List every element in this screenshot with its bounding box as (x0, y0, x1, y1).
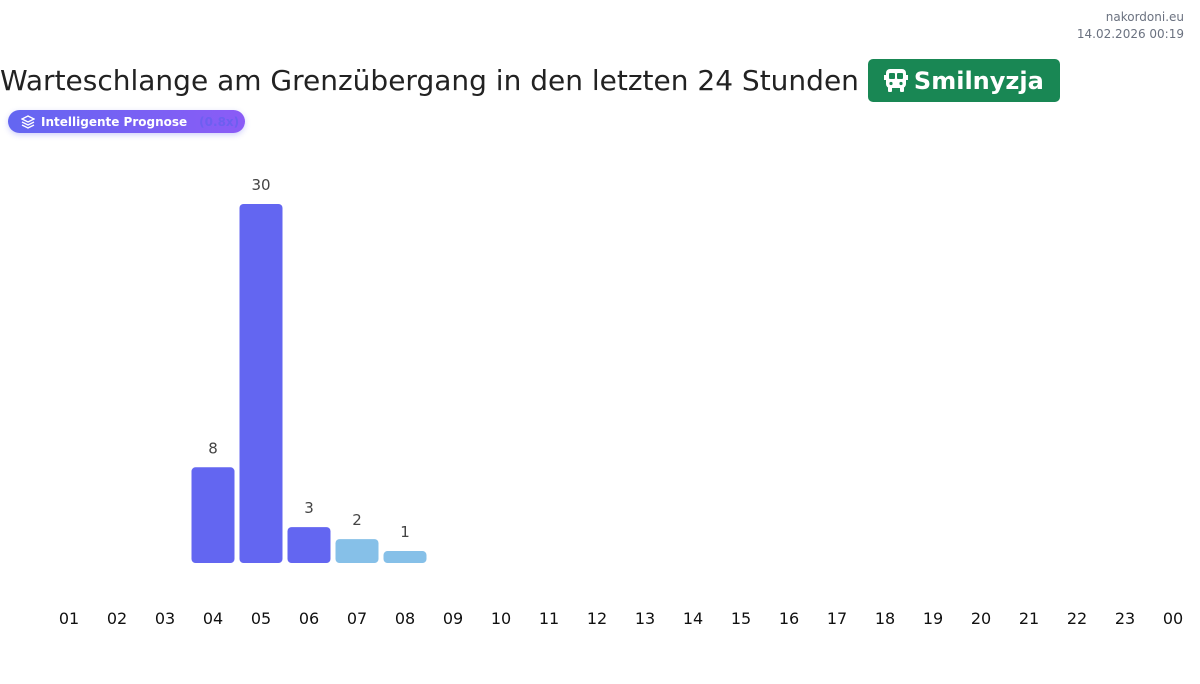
x-tick-label: 21 (1019, 609, 1039, 628)
x-tick-label: 02 (107, 609, 127, 628)
forecast-bar[interactable] (335, 539, 379, 563)
crossing-name: Smilnyzja (913, 66, 1044, 95)
x-tick-label: 00 (1163, 609, 1183, 628)
x-tick-label: 18 (875, 609, 895, 628)
crossing-badge: Smilnyzja (867, 59, 1060, 102)
bar[interactable] (239, 204, 283, 563)
x-tick-label: 17 (827, 609, 847, 628)
value-label: 8 (208, 439, 218, 457)
forecast-label: Intelligente Prognose (41, 114, 188, 129)
x-tick-label: 09 (443, 609, 463, 628)
x-tick-label: 16 (779, 609, 799, 628)
x-tick-label: 23 (1115, 609, 1135, 628)
x-tick-label: 01 (59, 609, 79, 628)
chart-title: Warteschlange am Grenzübergang in den le… (0, 64, 859, 97)
value-label: 2 (352, 511, 362, 529)
x-tick-label: 14 (683, 609, 703, 628)
site-info: nakordoni.eu 14.02.2026 00:19 (1077, 9, 1184, 43)
value-label: 30 (251, 176, 270, 194)
layers-icon (21, 114, 35, 129)
bus-icon (883, 68, 908, 92)
x-tick-label: 03 (155, 609, 175, 628)
x-tick-label: 08 (395, 609, 415, 628)
forecast-badge[interactable]: Intelligente Prognose (0.8x) (8, 110, 245, 133)
x-tick-label: 10 (491, 609, 511, 628)
x-tick-label: 20 (971, 609, 991, 628)
bar[interactable] (191, 467, 235, 563)
x-tick-label: 04 (203, 609, 223, 628)
x-tick-label: 22 (1067, 609, 1087, 628)
value-label: 1 (400, 523, 410, 541)
x-tick-label: 19 (923, 609, 943, 628)
x-tick-label: 05 (251, 609, 271, 628)
timestamp: 14.02.2026 00:19 (1076, 27, 1184, 41)
bar[interactable] (287, 527, 331, 563)
x-tick-label: 12 (587, 609, 607, 628)
site-name: nakordoni.eu (1105, 10, 1184, 24)
x-tick-label: 07 (347, 609, 367, 628)
x-tick-label: 15 (731, 609, 751, 628)
value-label: 3 (304, 499, 314, 517)
x-tick-label: 06 (299, 609, 319, 628)
forecast-multiplier: (0.8x) (199, 114, 240, 129)
page-title: Warteschlange am Grenzübergang in den le… (0, 59, 1060, 102)
x-tick-label: 13 (635, 609, 655, 628)
x-tick-label: 11 (539, 609, 559, 628)
forecast-bar[interactable] (383, 551, 427, 563)
